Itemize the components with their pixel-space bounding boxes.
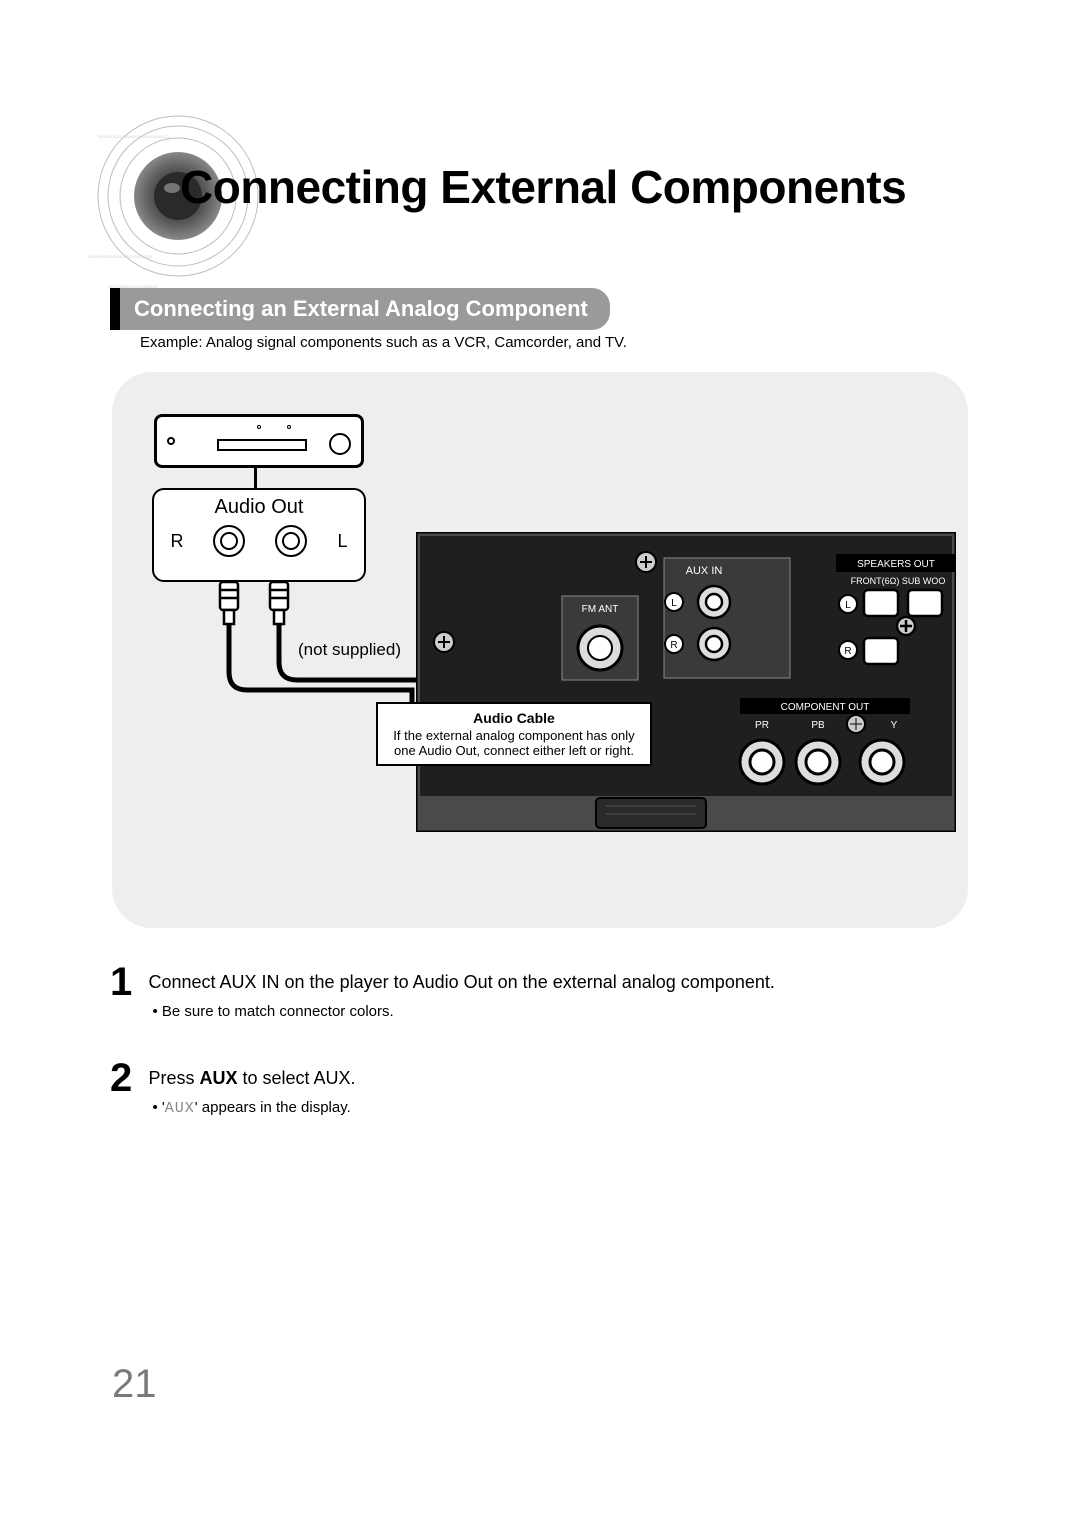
svg-text:PR: PR: [755, 720, 769, 731]
front-label: FRONT(6Ω) SUB WOO: [851, 576, 946, 586]
rca-jack-right-icon: [213, 525, 245, 557]
speakers-out-label: SPEAKERS OUT: [857, 559, 935, 570]
step-number: 1: [110, 960, 144, 1005]
svg-text:010101010101010101010101010101: 01010101010101010101010101010101: [98, 134, 170, 139]
svg-text:R: R: [670, 640, 677, 651]
right-channel-label: R: [170, 531, 183, 552]
svg-text:L: L: [845, 600, 851, 611]
audio-out-panel: Audio Out R L: [152, 488, 366, 582]
step-2-text-bold: AUX: [199, 1068, 237, 1088]
page-title: Connecting External Components: [180, 160, 906, 214]
connection-diagram: Audio Out R L: [112, 372, 968, 928]
fm-ant-label: FM ANT: [582, 604, 619, 615]
section-header: Connecting an External Analog Component: [110, 288, 610, 330]
component-out-label: COMPONENT OUT: [781, 702, 870, 713]
step-2-text-post: to select AUX.: [237, 1068, 355, 1088]
vcr-device-icon: [154, 414, 364, 468]
step-2-text-pre: Press: [148, 1068, 199, 1088]
player-back-panel-icon: FM ANT AUX IN L R SPEAKERS OUT FRONT(6Ω)…: [416, 532, 956, 832]
step-2-bullet-post: ' appears in the display.: [195, 1099, 351, 1116]
svg-text:R: R: [844, 646, 851, 657]
page-number: 21: [112, 1362, 157, 1407]
example-text: Example: Analog signal components such a…: [140, 334, 627, 351]
section-accent-bar: [110, 288, 120, 330]
svg-text:L: L: [671, 598, 677, 609]
step-2-bullet: 'AUX' appears in the display.: [152, 1099, 958, 1117]
step-2-bullet-mono: AUX: [165, 1100, 195, 1117]
connector-line: [254, 468, 257, 488]
manual-page: 01010101010101010101010101010101 1010101…: [0, 0, 1080, 1527]
section-title: Connecting an External Analog Component: [120, 288, 610, 330]
step-2-text: Press AUX to select AUX.: [148, 1068, 958, 1089]
step-number: 2: [110, 1056, 144, 1101]
svg-text:PB: PB: [811, 720, 825, 731]
left-channel-label: L: [337, 531, 347, 552]
audio-cable-note-box: Audio Cable If the external analog compo…: [376, 702, 652, 766]
step-1-text: Connect AUX IN on the player to Audio Ou…: [148, 972, 958, 993]
svg-text:Y: Y: [891, 720, 898, 731]
not-supplied-label: (not supplied): [298, 640, 401, 660]
audio-cable-title: Audio Cable: [388, 710, 640, 726]
audio-out-label: Audio Out: [154, 496, 364, 519]
step-2: 2 Press AUX to select AUX. 'AUX' appears…: [110, 1056, 970, 1117]
rca-jack-left-icon: [275, 525, 307, 557]
aux-in-label: AUX IN: [686, 565, 723, 577]
audio-cable-note: If the external analog component has onl…: [388, 728, 640, 758]
svg-text:10101010101010101010101010101: 10101010101010101010101010101: [88, 254, 153, 259]
step-1-bullet: Be sure to match connector colors.: [152, 1003, 958, 1020]
step-1: 1 Connect AUX IN on the player to Audio …: [110, 960, 970, 1020]
